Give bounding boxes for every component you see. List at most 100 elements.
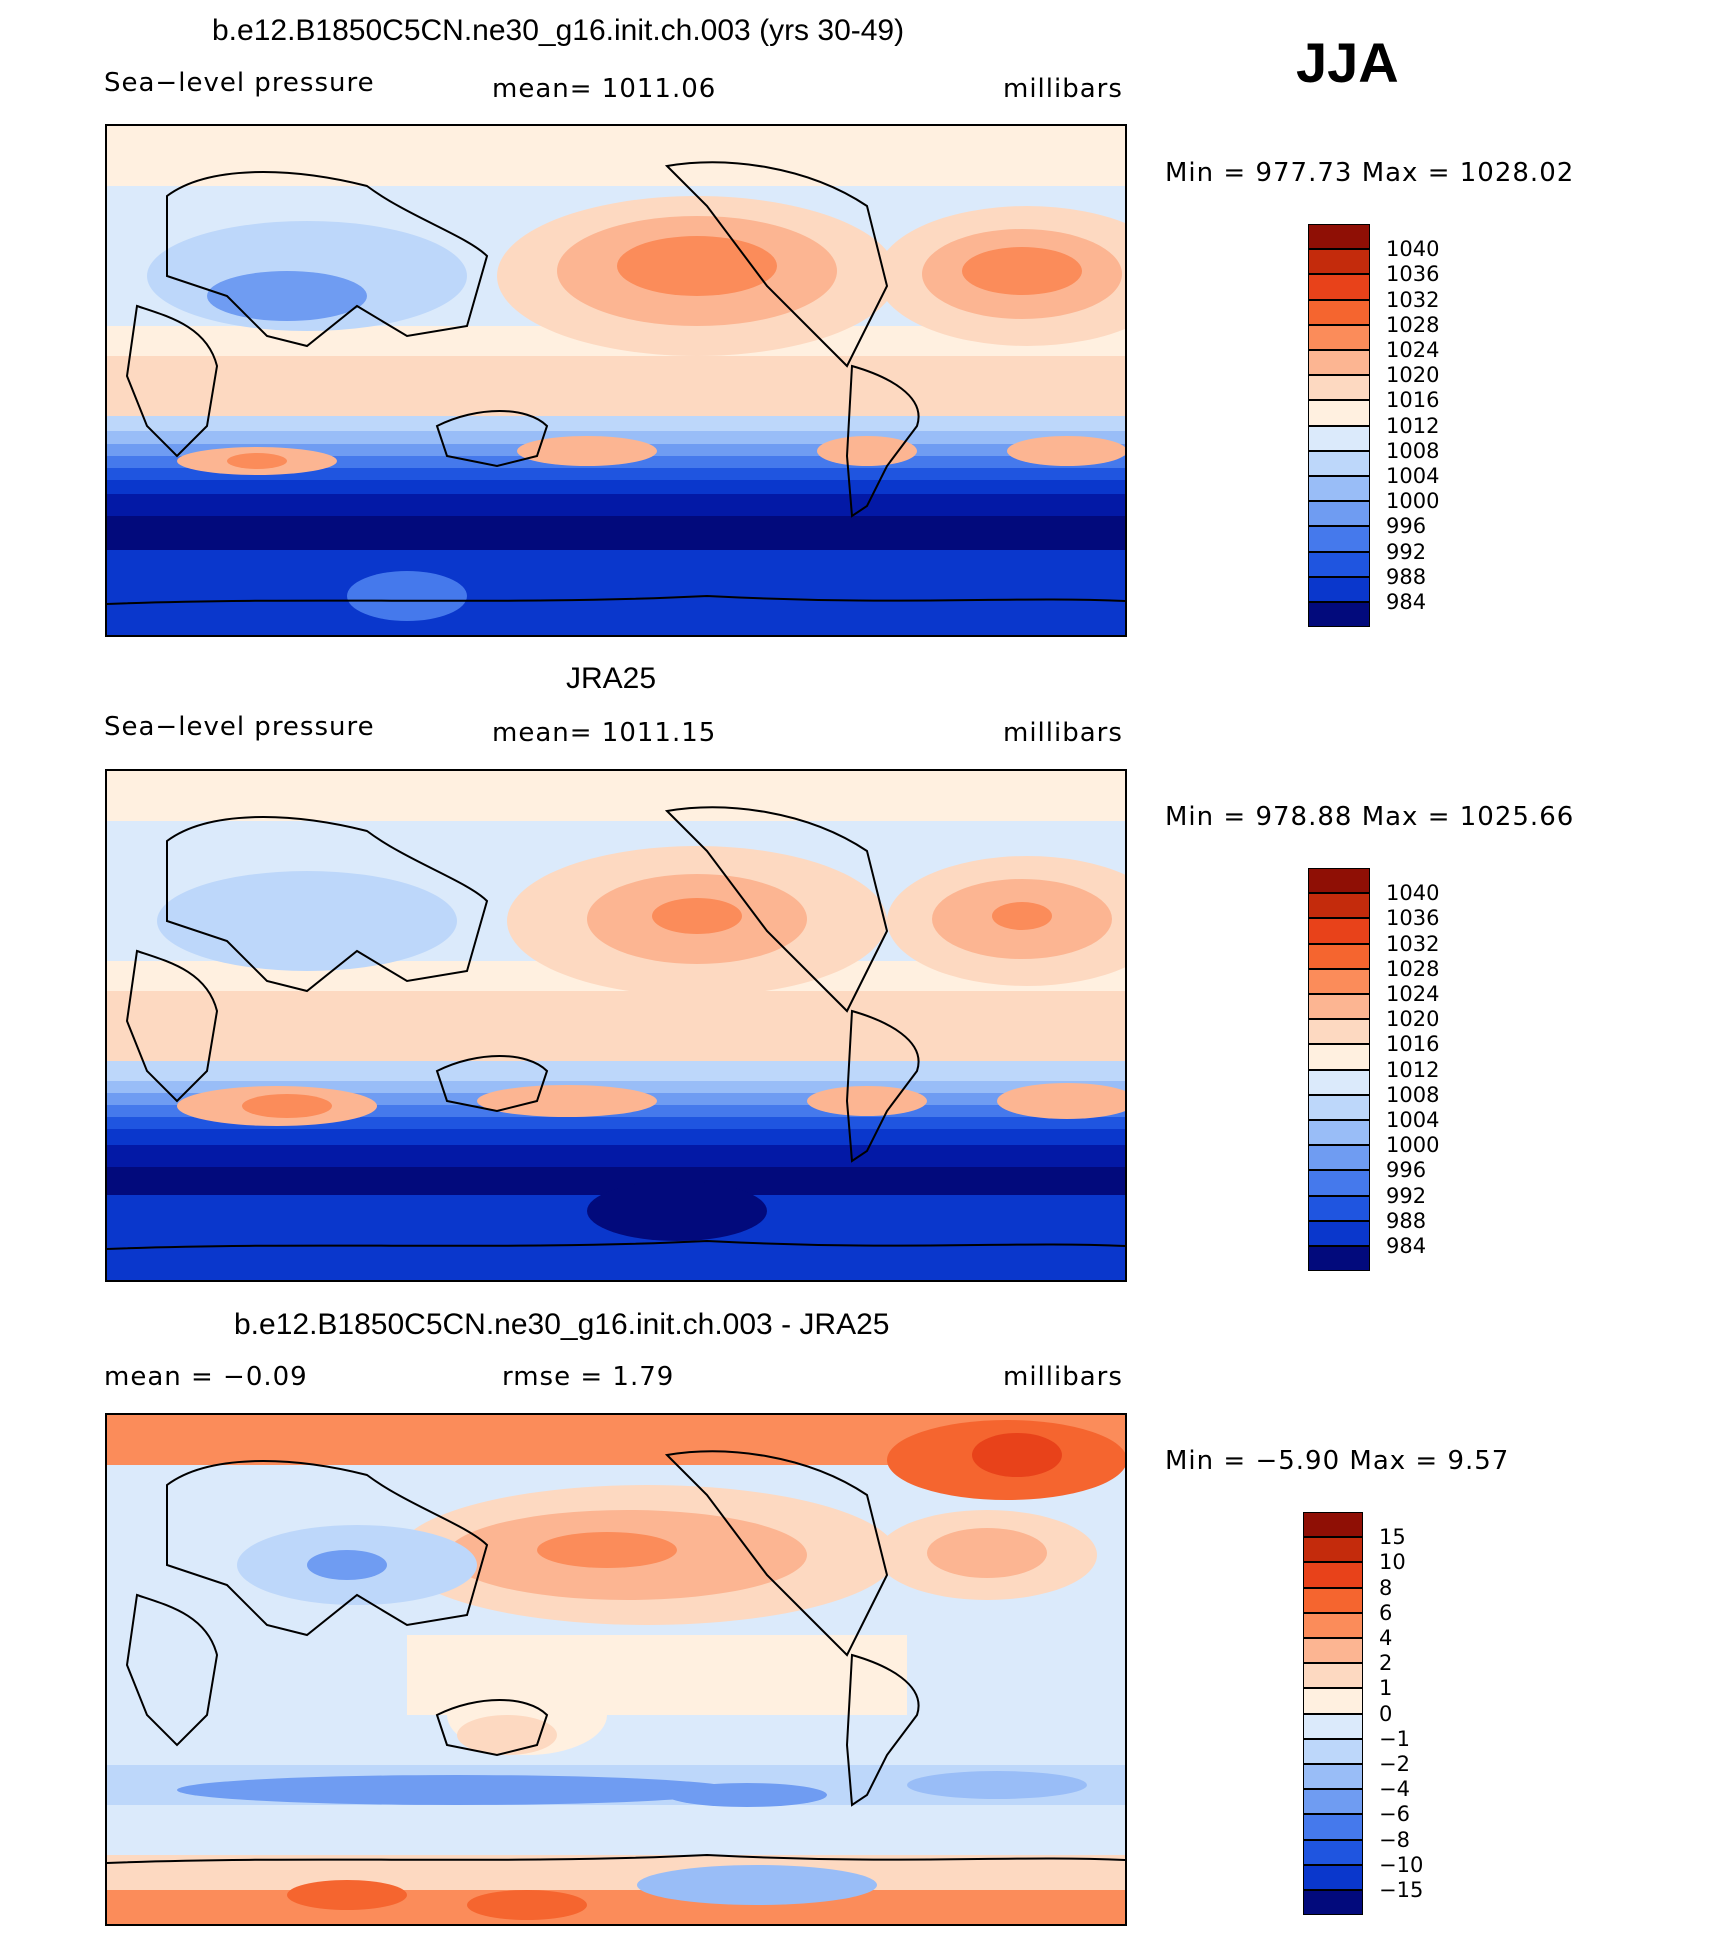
colorbar-box <box>1308 1069 1370 1095</box>
colorbar-label: 1020 <box>1386 363 1440 388</box>
colorbar-label: 1012 <box>1386 1057 1440 1082</box>
panel-2-units: millibars <box>1003 718 1123 748</box>
panel-3-units: millibars <box>1003 1362 1123 1392</box>
colorbar-box <box>1308 425 1370 451</box>
colorbar-label: −8 <box>1379 1827 1410 1852</box>
colorbar-box <box>1303 1638 1363 1664</box>
colorbar-box <box>1303 1814 1363 1840</box>
colorbar-label: 6 <box>1379 1600 1393 1625</box>
panel-3-minmax: Min = −5.90 Max = 9.57 <box>1165 1446 1510 1476</box>
colorbar-label: 1000 <box>1386 1133 1440 1158</box>
panel-3-title: b.e12.B1850C5CN.ne30_g16.init.ch.003 - J… <box>234 1308 890 1341</box>
colorbar-box <box>1308 400 1370 426</box>
colorbar-box <box>1303 1864 1363 1890</box>
colorbar-box <box>1303 1839 1363 1865</box>
colorbar-label: 15 <box>1379 1525 1406 1550</box>
colorbar-box <box>1308 324 1370 350</box>
colorbar-label: 2 <box>1379 1651 1393 1676</box>
colorbar-box <box>1308 249 1370 275</box>
colorbar-box <box>1303 1537 1363 1563</box>
colorbar-box <box>1308 943 1370 969</box>
panel-1-variable: Sea−level pressure <box>104 68 375 98</box>
panel-1-minmax: Min = 977.73 Max = 1028.02 <box>1165 158 1575 188</box>
colorbar-box <box>1308 1170 1370 1196</box>
colorbar-box <box>1303 1612 1363 1638</box>
colorbar-label: 996 <box>1386 1158 1427 1183</box>
colorbar-label: −2 <box>1379 1752 1410 1776</box>
colorbar-box <box>1308 476 1370 502</box>
panel-1-title: b.e12.B1850C5CN.ne30_g16.init.ch.003 (yr… <box>212 14 905 47</box>
panel-2-title: JRA25 <box>566 662 657 695</box>
colorbar-label: 992 <box>1386 1183 1427 1208</box>
colorbar-label: 988 <box>1386 1208 1427 1233</box>
colorbar-box <box>1303 1562 1363 1588</box>
colorbar-box <box>1308 450 1370 476</box>
colorbar-label: 10 <box>1379 1550 1406 1575</box>
colorbar-label: 1040 <box>1386 881 1440 906</box>
colorbar-box <box>1308 1145 1370 1171</box>
colorbar-box <box>1303 1789 1363 1815</box>
colorbar-box <box>1308 602 1370 628</box>
colorbar-label: 0 <box>1379 1701 1393 1726</box>
colorbar-box <box>1308 501 1370 527</box>
colorbar-label: −10 <box>1379 1852 1424 1877</box>
colorbar-label: 1032 <box>1386 287 1440 312</box>
colorbar-label: 992 <box>1386 539 1427 564</box>
colorbar-label: 1004 <box>1386 1108 1440 1132</box>
colorbar-label: 984 <box>1386 1234 1427 1258</box>
colorbar-box <box>1308 1094 1370 1120</box>
colorbar-label: −4 <box>1379 1777 1410 1802</box>
colorbar-label: 1020 <box>1386 1007 1440 1032</box>
colorbar-label: −15 <box>1379 1878 1424 1902</box>
colorbar-label: 1032 <box>1386 931 1440 956</box>
colorbar-box <box>1308 1120 1370 1146</box>
panel-1-mean: mean= 1011.06 <box>492 74 717 104</box>
colorbar-box <box>1308 350 1370 376</box>
colorbar-box <box>1308 1044 1370 1070</box>
colorbar-box <box>1303 1738 1363 1764</box>
panel-1-map-svg <box>107 126 1125 635</box>
colorbar-label: 1024 <box>1386 338 1440 362</box>
colorbar-label: 1016 <box>1386 1032 1440 1057</box>
panel-1-map <box>105 124 1127 637</box>
colorbar-label: 1040 <box>1386 237 1440 262</box>
colorbar-label: 996 <box>1386 514 1427 539</box>
colorbar-box <box>1308 375 1370 401</box>
colorbar-box <box>1308 1019 1370 1045</box>
panel-2-map-svg <box>107 771 1125 1280</box>
colorbar-label: −6 <box>1379 1802 1410 1827</box>
colorbar-box <box>1308 576 1370 602</box>
panel-3-mean: mean = −0.09 <box>104 1362 308 1392</box>
colorbar-box <box>1308 968 1370 994</box>
colorbar-box <box>1303 1713 1363 1739</box>
colorbar-box <box>1308 893 1370 919</box>
colorbar-box <box>1308 994 1370 1020</box>
colorbar-label: 1024 <box>1386 982 1440 1006</box>
panel-1-units: millibars <box>1003 74 1123 104</box>
panel-2-minmax: Min = 978.88 Max = 1025.66 <box>1165 802 1575 832</box>
panel-2-map <box>105 769 1127 1282</box>
season-label: JJA <box>1296 31 1399 94</box>
colorbar-box <box>1308 299 1370 325</box>
panel-3-rmse: rmse = 1.79 <box>502 1362 675 1392</box>
colorbar-box <box>1303 1688 1363 1714</box>
colorbar-box <box>1303 1512 1363 1538</box>
colorbar-label: 8 <box>1379 1575 1393 1600</box>
colorbar-label: 1 <box>1379 1676 1393 1701</box>
colorbar-label: −1 <box>1379 1726 1410 1751</box>
colorbar-box <box>1308 526 1370 552</box>
colorbar-label: 1016 <box>1386 388 1440 413</box>
colorbar-label: 1028 <box>1386 312 1440 337</box>
colorbar-label: 1008 <box>1386 438 1440 463</box>
colorbar-box <box>1303 1890 1363 1916</box>
colorbar-label: 1036 <box>1386 262 1440 287</box>
panel-2-variable: Sea−level pressure <box>104 712 375 742</box>
colorbar-box <box>1308 274 1370 300</box>
colorbar-label: 1012 <box>1386 413 1440 438</box>
colorbar-box <box>1308 918 1370 944</box>
colorbar-box <box>1308 551 1370 577</box>
colorbar-label: 988 <box>1386 564 1427 589</box>
colorbar-label: 1036 <box>1386 906 1440 931</box>
colorbar-label: 4 <box>1379 1626 1393 1650</box>
colorbar-box <box>1303 1587 1363 1613</box>
